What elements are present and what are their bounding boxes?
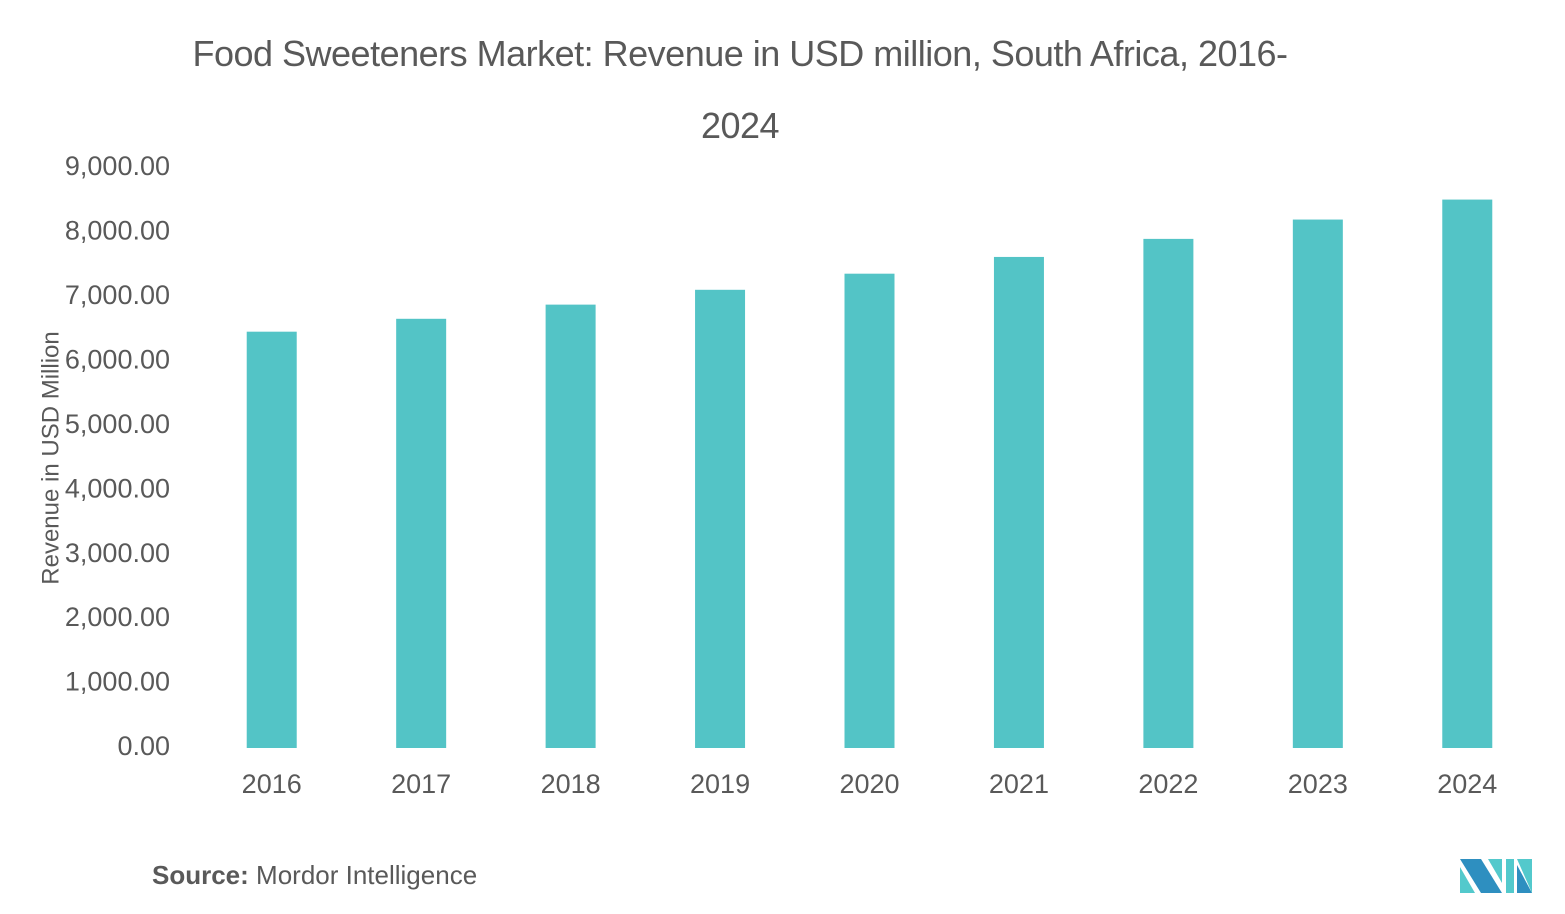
y-tick-label: 6,000.00	[65, 344, 170, 374]
y-tick-label: 4,000.00	[65, 473, 170, 503]
x-tick-label: 2018	[541, 769, 601, 799]
y-tick-label: 7,000.00	[65, 280, 170, 310]
y-tick-label: 3,000.00	[65, 538, 170, 568]
y-tick-label: 8,000.00	[65, 216, 170, 246]
x-tick-label: 2021	[989, 769, 1049, 799]
chart-title: Food Sweeteners Market: Revenue in USD m…	[140, 18, 1340, 162]
x-tick-label: 2024	[1437, 769, 1497, 799]
y-tick-label: 2,000.00	[65, 602, 170, 632]
y-tick-label: 5,000.00	[65, 409, 170, 439]
x-tick-label: 2016	[242, 769, 302, 799]
x-axis: 2016 2017 2018 2019 2020 2021 2022 2023 2024	[242, 769, 1498, 799]
x-tick-label: 2017	[391, 769, 451, 799]
bar-2016	[246, 331, 297, 748]
bar-2024	[1442, 199, 1493, 749]
chart-title-line-1: Food Sweeteners Market: Revenue in USD m…	[192, 33, 1288, 74]
bar-2019	[695, 289, 746, 748]
bar-2017	[396, 318, 447, 748]
y-tick-label: 0.00	[117, 731, 170, 761]
x-tick-label: 2019	[690, 769, 750, 799]
y-axis-label: Revenue in USD Million	[37, 331, 64, 584]
y-axis: 0.00 1,000.00 2,000.00 3,000.00 4,000.00 5,00…	[65, 151, 170, 761]
source-text: Mordor Intelligence	[248, 860, 478, 890]
y-tick-label: 9,000.00	[65, 151, 170, 181]
mordor-intelligence-logo	[1460, 859, 1532, 893]
source-label: Source:	[152, 860, 249, 890]
source-note: Source: Mordor Intelligence	[152, 860, 477, 891]
bar-2022	[1143, 238, 1194, 748]
x-tick-label: 2023	[1288, 769, 1348, 799]
chart-title-line-2: 2024	[700, 105, 780, 146]
bar-2021	[993, 256, 1044, 748]
bar-2018	[545, 304, 596, 748]
y-tick-label: 1,000.00	[65, 667, 170, 697]
x-tick-label: 2022	[1138, 769, 1198, 799]
bar-2023	[1292, 219, 1343, 749]
bars	[246, 199, 1493, 749]
bar-2020	[844, 273, 895, 748]
x-tick-label: 2020	[839, 769, 899, 799]
